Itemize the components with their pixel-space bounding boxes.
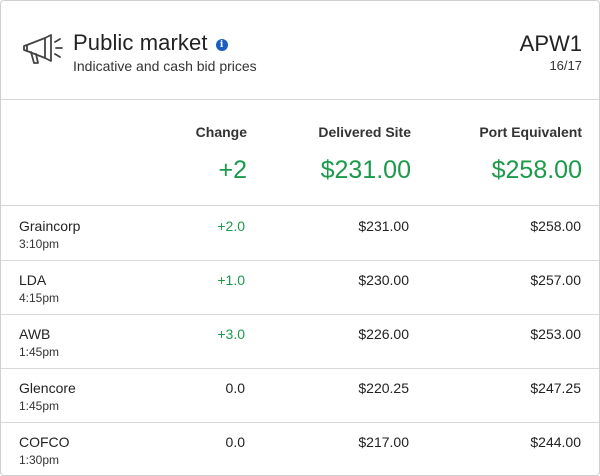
column-header-port-equivalent: Port Equivalent — [479, 124, 582, 140]
buyer-port-price: $258.00 — [530, 218, 581, 234]
buyer-port-price: $253.00 — [530, 326, 581, 342]
buyer-port-price: $244.00 — [530, 434, 581, 450]
buyer-port-price: $247.25 — [530, 380, 581, 396]
title-row: Public market i — [73, 30, 228, 56]
commodity-code: APW1 — [519, 31, 582, 56]
summary-port-value: $258.00 — [491, 156, 582, 184]
buyer-list: Graincorp 3:10pm +2.0 $231.00 $258.00 LD… — [1, 207, 599, 475]
buyer-time: 1:45pm — [19, 345, 60, 359]
buyer-row[interactable]: AWB 1:45pm +3.0 $226.00 $253.00 — [1, 315, 599, 369]
buyer-delivered-price: $217.00 — [358, 434, 409, 450]
buyer-delivered-price: $231.00 — [358, 218, 409, 234]
season-label: 16/17 — [549, 58, 582, 73]
buyer-row[interactable]: Glencore 1:45pm 0.0 $220.25 $247.25 — [1, 369, 599, 423]
buyer-name: COFCO — [19, 434, 70, 450]
buyer-delivered-price: $226.00 — [358, 326, 409, 342]
buyer-change: +2.0 — [217, 218, 245, 234]
info-icon[interactable]: i — [215, 38, 228, 51]
buyer-change: 0.0 — [225, 380, 245, 396]
summary-section: Change Delivered Site Port Equivalent +2… — [1, 101, 599, 206]
buyer-change: +1.0 — [217, 272, 245, 288]
buyer-time: 1:45pm — [19, 399, 60, 413]
buyer-time: 3:10pm — [19, 237, 60, 251]
buyer-row[interactable]: COFCO 1:30pm 0.0 $217.00 $244.00 — [1, 423, 599, 475]
buyer-name: Graincorp — [19, 218, 81, 234]
megaphone-icon — [23, 34, 63, 64]
buyer-delivered-price: $230.00 — [358, 272, 409, 288]
buyer-name: LDA — [19, 272, 47, 288]
card-subtitle: Indicative and cash bid prices — [73, 58, 257, 74]
column-header-change: Change — [195, 124, 247, 140]
buyer-name: AWB — [19, 326, 51, 342]
summary-change-value: +2 — [218, 156, 247, 184]
buyer-delivered-price: $220.25 — [358, 380, 409, 396]
buyer-change: +3.0 — [217, 326, 245, 342]
summary-delivered-value: $231.00 — [320, 156, 411, 184]
buyer-port-price: $257.00 — [530, 272, 581, 288]
buyer-row[interactable]: LDA 4:15pm +1.0 $230.00 $257.00 — [1, 261, 599, 315]
column-header-delivered-site: Delivered Site — [318, 124, 411, 140]
card-title: Public market — [73, 30, 208, 55]
card-header: Public market i Indicative and cash bid … — [1, 1, 599, 100]
buyer-time: 4:15pm — [19, 291, 60, 305]
buyer-time: 1:30pm — [19, 453, 60, 467]
buyer-row[interactable]: Graincorp 3:10pm +2.0 $231.00 $258.00 — [1, 207, 599, 261]
buyer-name: Glencore — [19, 380, 76, 396]
buyer-change: 0.0 — [225, 434, 245, 450]
